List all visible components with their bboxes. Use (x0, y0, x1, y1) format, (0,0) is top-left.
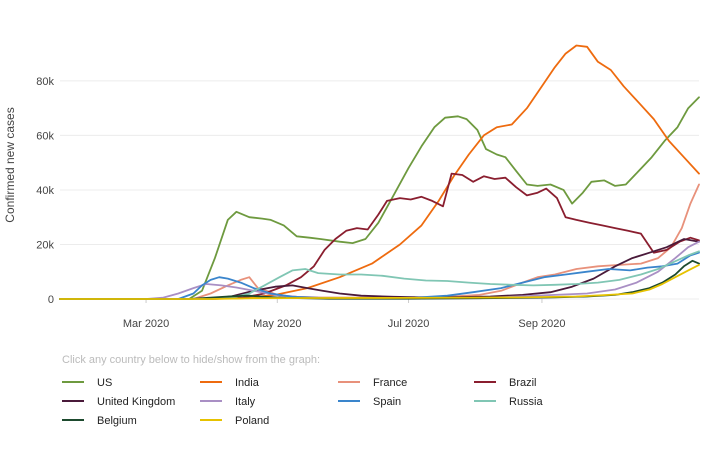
series-line-brazil (59, 172, 700, 300)
legend-hint: Click any country below to hide/show fro… (62, 354, 320, 366)
legend-label: Spain (373, 396, 401, 408)
series-line-russia (59, 250, 700, 300)
legend: US India France Brazil United Kingdom Italy Sp… (62, 377, 544, 427)
legend-item-india[interactable]: India (200, 377, 260, 389)
y-axis: 0 20k 40k 60k 80k (36, 76, 54, 306)
legend-label: Poland (235, 415, 269, 427)
y-tick-label: 40k (36, 185, 54, 197)
grid-lines (60, 80, 699, 300)
series-line-us (59, 96, 700, 300)
legend-item-brazil[interactable]: Brazil (474, 377, 537, 389)
x-tick-label: Mar 2020 (123, 318, 169, 330)
x-tick-label: Sep 2020 (518, 318, 565, 330)
legend-label: Belgium (97, 415, 137, 427)
legend-label: Brazil (509, 377, 537, 389)
legend-item-united-kingdom[interactable]: United Kingdom (62, 396, 175, 408)
series-line-india (59, 44, 700, 300)
legend-item-us[interactable]: US (62, 377, 112, 389)
legend-label: Italy (235, 396, 256, 408)
legend-label: France (373, 377, 407, 389)
legend-label: US (97, 377, 112, 389)
legend-item-spain[interactable]: Spain (338, 396, 401, 408)
legend-item-france[interactable]: France (338, 377, 407, 389)
legend-item-italy[interactable]: Italy (200, 396, 256, 408)
y-tick-label: 80k (36, 76, 54, 88)
legend-item-poland[interactable]: Poland (200, 415, 269, 427)
series-group (59, 44, 700, 300)
y-axis-title: Confirmed new cases (3, 107, 17, 222)
x-axis: Mar 2020 May 2020 Jul 2020 Sep 2020 (123, 299, 565, 330)
x-tick-label: May 2020 (253, 318, 301, 330)
y-tick-label: 60k (36, 130, 54, 142)
legend-item-russia[interactable]: Russia (474, 396, 544, 408)
legend-label: India (235, 377, 260, 389)
x-tick-label: Jul 2020 (388, 318, 430, 330)
series-line-poland (59, 264, 700, 300)
y-tick-label: 20k (36, 239, 54, 251)
series-line-france (59, 183, 700, 300)
y-tick-label: 0 (48, 294, 54, 306)
legend-label: Russia (509, 396, 544, 408)
legend-item-belgium[interactable]: Belgium (62, 415, 137, 427)
legend-label: United Kingdom (97, 396, 175, 408)
